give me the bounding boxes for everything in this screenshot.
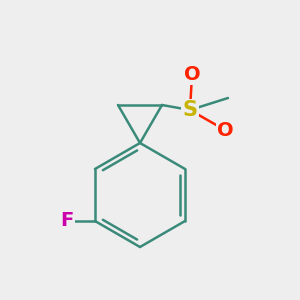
Text: S: S: [182, 100, 197, 120]
Text: O: O: [217, 121, 233, 140]
Text: F: F: [60, 212, 74, 230]
Text: O: O: [184, 65, 200, 85]
